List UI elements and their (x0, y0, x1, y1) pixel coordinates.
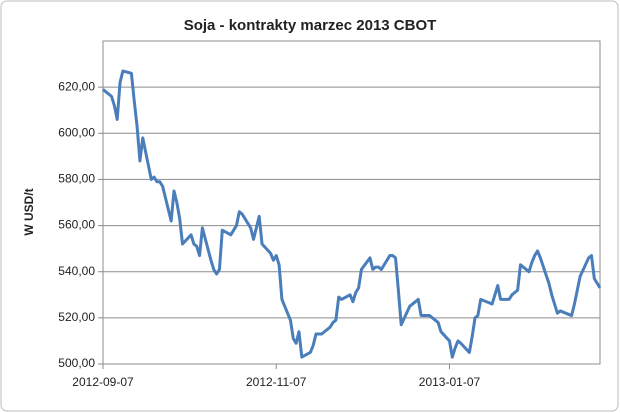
x-tick-label: 2012-09-07 (72, 375, 134, 389)
y-tick-label: 560,00 (58, 218, 95, 232)
y-tick-label: 500,00 (58, 356, 95, 370)
y-tick-label: 520,00 (58, 310, 95, 324)
y-axis-label: W USD/t (22, 188, 36, 235)
x-tick-label: 2013-01-07 (419, 375, 481, 389)
data-line (102, 69, 602, 359)
x-tick-label: 2012-11-07 (246, 375, 307, 389)
y-tick-label: 580,00 (58, 172, 95, 186)
y-tick-label: 600,00 (58, 125, 95, 139)
y-tick-label: 620,00 (58, 79, 95, 93)
chart-title: Soja - kontrakty marzec 2013 CBOT (184, 17, 437, 34)
y-tick-label: 540,00 (58, 264, 95, 278)
